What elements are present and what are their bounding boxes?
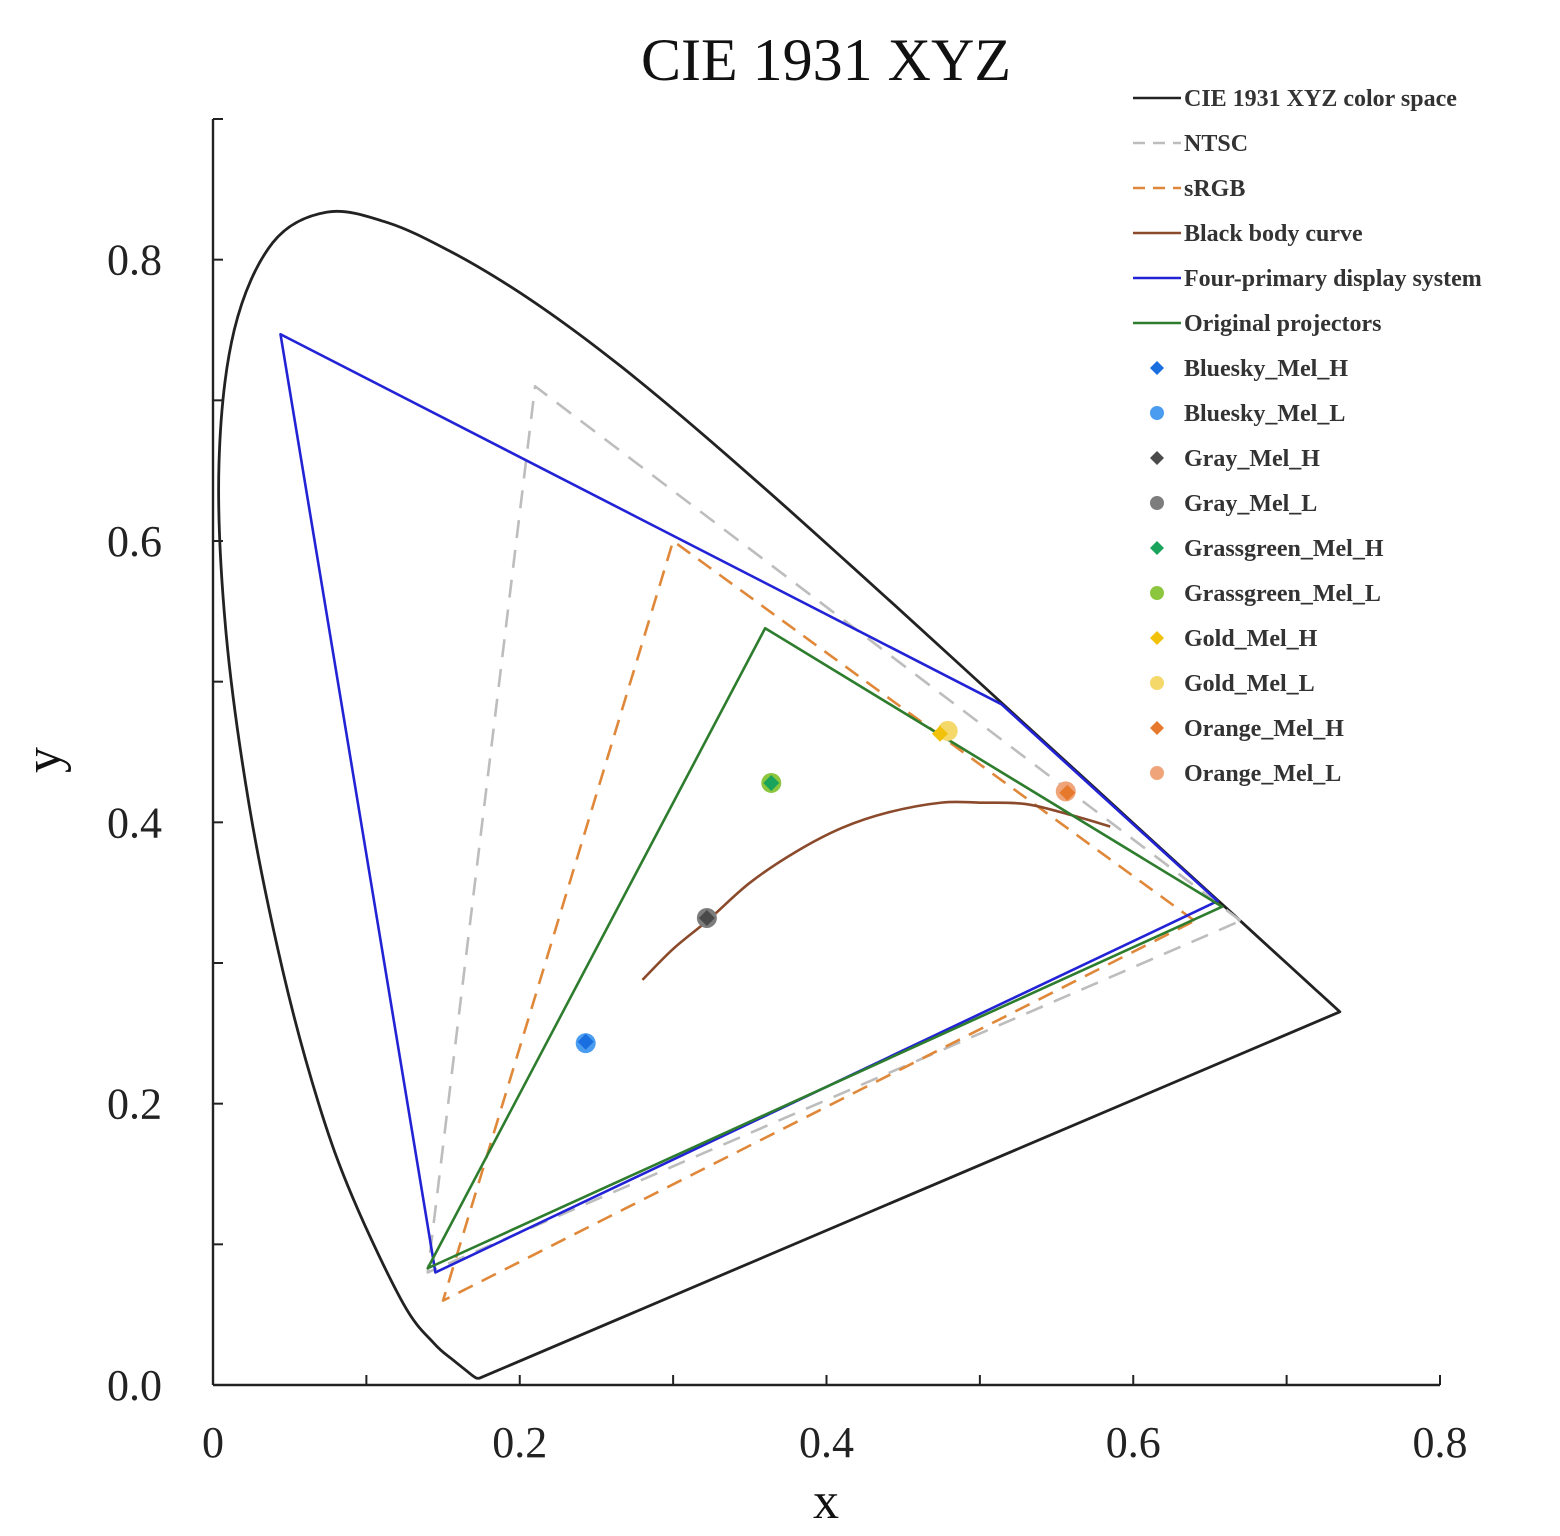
y-tick-label: 0.8: [107, 236, 162, 285]
legend-item-original-projectors: Original projectors: [1133, 311, 1382, 337]
legend-item-bluesky-mel-l: Bluesky_Mel_L: [1150, 401, 1345, 427]
legend-item-gold-mel-l: Gold_Mel_L: [1150, 671, 1315, 697]
y-tick-label: 0.0: [107, 1361, 162, 1410]
legend-label: Gray_Mel_H: [1184, 446, 1320, 472]
legend-label: Bluesky_Mel_L: [1184, 401, 1345, 427]
legend-label: Black body curve: [1184, 221, 1363, 247]
x-axis-label: x: [813, 1473, 839, 1530]
x-tick-label: 0.4: [799, 1418, 854, 1467]
legend-label: Original projectors: [1184, 311, 1382, 337]
legend-label: Orange_Mel_L: [1184, 761, 1341, 787]
legend-swatch: [1150, 721, 1164, 735]
x-tick-label: 0.2: [492, 1418, 547, 1467]
legend-item-grassgreen-mel-l: Grassgreen_Mel_L: [1150, 581, 1381, 607]
srgb-line: [441, 539, 1196, 1302]
legend-swatch: [1150, 631, 1164, 645]
plot-area: [217, 209, 1342, 1380]
legend-item-gray-mel-h: Gray_Mel_H: [1150, 446, 1320, 472]
legend-item-gold-mel-h: Gold_Mel_H: [1150, 626, 1318, 652]
legend-item-srgb: sRGB: [1133, 176, 1245, 202]
legend-swatch: [1150, 496, 1164, 510]
legend-swatch: [1150, 361, 1164, 375]
ntsc-line: [426, 384, 1242, 1274]
cie-1931-xyz-color-space-line: [217, 209, 1342, 1380]
legend-item-orange-mel-l: Orange_Mel_L: [1150, 761, 1341, 787]
gray-mel-h-point: [698, 909, 715, 926]
legend-label: sRGB: [1184, 176, 1245, 202]
legend-swatch: [1150, 676, 1164, 690]
legend-label: NTSC: [1184, 131, 1248, 157]
x-tick-label: 0: [202, 1418, 224, 1467]
legend-item-orange-mel-h: Orange_Mel_H: [1150, 716, 1344, 742]
legend-label: Grassgreen_Mel_H: [1184, 536, 1384, 562]
legend-item-grassgreen-mel-h: Grassgreen_Mel_H: [1150, 536, 1384, 562]
legend-item-cie-1931-xyz-color-space: CIE 1931 XYZ color space: [1133, 86, 1457, 112]
legend-label: Four-primary display system: [1184, 266, 1482, 292]
grassgreen-mel-h-point: [763, 774, 780, 791]
legend-swatch: [1150, 541, 1164, 555]
legend-label: Gold_Mel_L: [1184, 671, 1315, 697]
y-tick-label: 0.4: [107, 798, 162, 847]
legend-swatch: [1150, 766, 1164, 780]
four-primary-display-system-line: [279, 332, 1219, 1274]
legend-item-bluesky-mel-h: Bluesky_Mel_H: [1150, 356, 1348, 382]
x-tick-label: 0.6: [1106, 1418, 1161, 1467]
gold-mel-h-point: [931, 725, 948, 742]
orange-mel-h-point: [1059, 784, 1076, 801]
legend: CIE 1931 XYZ color space NTSC sRGB Black bo…: [1133, 86, 1482, 787]
chart-title: CIE 1931 XYZ: [641, 27, 1011, 93]
legend-item-four-primary-display-system: Four-primary display system: [1133, 266, 1482, 292]
x-tick-label: 0.8: [1413, 1418, 1468, 1467]
black-body-curve-line: [641, 800, 1111, 981]
axes: 0 0.2 0.4 0.6 0.8 0.0 0.2 0.4 0.6 0.8: [107, 118, 1468, 1467]
legend-label: CIE 1931 XYZ color space: [1184, 86, 1457, 112]
legend-swatch: [1150, 406, 1164, 420]
legend-item-black-body-curve: Black body curve: [1133, 221, 1363, 247]
y-axis-label: y: [15, 747, 72, 773]
original-projectors-line: [426, 626, 1224, 1270]
legend-label: Bluesky_Mel_H: [1184, 356, 1348, 382]
legend-item-gray-mel-l: Gray_Mel_L: [1150, 491, 1317, 517]
y-tick-label: 0.2: [107, 1080, 162, 1129]
legend-label: Orange_Mel_H: [1184, 716, 1344, 742]
legend-label: Gray_Mel_L: [1184, 491, 1317, 517]
legend-swatch: [1150, 586, 1164, 600]
legend-item-ntsc: NTSC: [1133, 131, 1248, 157]
bluesky-mel-h-point: [577, 1033, 594, 1050]
y-tick-label: 0.6: [107, 517, 162, 566]
legend-label: Gold_Mel_H: [1184, 626, 1318, 652]
legend-swatch: [1150, 451, 1164, 465]
legend-label: Grassgreen_Mel_L: [1184, 581, 1381, 607]
